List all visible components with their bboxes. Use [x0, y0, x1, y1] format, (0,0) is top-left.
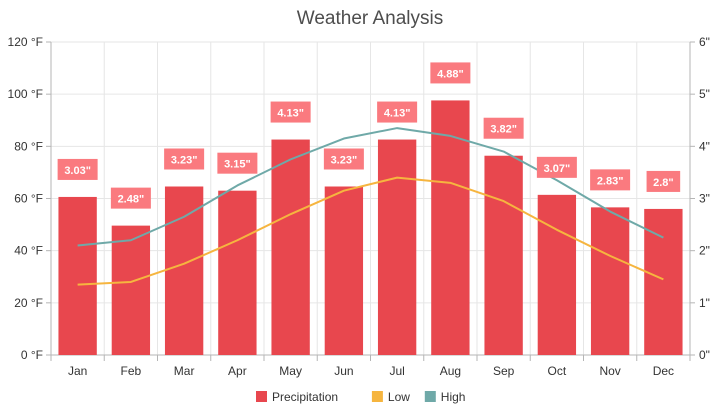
data-label-box	[430, 62, 471, 84]
y-left-tick-label: 60 °F	[14, 192, 43, 206]
y-left-tick-label: 0 °F	[21, 348, 43, 362]
gridlines	[50, 41, 691, 356]
bar-precipitation	[590, 207, 630, 355]
legend-swatch	[424, 391, 436, 402]
x-tick-label: Jun	[334, 364, 353, 378]
data-label: 2.8"	[653, 177, 674, 189]
bar-precipitation	[111, 225, 151, 355]
bar-precipitation	[324, 186, 364, 355]
data-label-box	[323, 148, 364, 170]
data-label: 4.88"	[437, 68, 464, 80]
legend-swatch	[256, 391, 267, 402]
y-left-tick-label: 100 °F	[8, 87, 43, 101]
data-label: 4.13"	[384, 108, 411, 120]
data-label: 4.13"	[277, 108, 304, 120]
data-label-box	[57, 158, 98, 180]
data-label: 2.48"	[118, 194, 145, 206]
y-right-tick-label: 4"	[699, 139, 710, 153]
y-left-tick-label: 80 °F	[14, 139, 43, 153]
bar-precipitation	[271, 139, 310, 355]
precipitation-bars	[58, 100, 683, 355]
legend-item-low[interactable]: Low	[371, 390, 410, 404]
legend[interactable]: Precipitation Low High	[256, 390, 465, 404]
x-tick-label: Aug	[440, 364, 461, 378]
x-tick-label: Nov	[599, 364, 620, 378]
bar-precipitation	[484, 155, 523, 355]
data-label-box	[217, 152, 258, 174]
data-label: 3.03"	[64, 165, 91, 177]
axes: 0 °F 20 °F 40 °F 60 °F 80 °F 100 °F 120 °F 0" 1"…	[8, 35, 710, 378]
x-tick-label: Oct	[548, 364, 567, 378]
data-label: 2.83"	[597, 175, 624, 187]
bar-precipitation	[537, 194, 577, 355]
x-tick-label: Dec	[653, 364, 674, 378]
y-right-tick-label: 0"	[699, 348, 710, 362]
data-label-box	[164, 148, 205, 170]
bar-precipitation	[164, 186, 204, 355]
temperature-lines	[77, 127, 664, 286]
data-label-box	[590, 169, 631, 191]
x-tick-label: Jan	[68, 364, 87, 378]
data-label-box	[270, 101, 311, 123]
x-tick-label: Apr	[228, 364, 247, 378]
data-label-box	[483, 117, 524, 139]
data-labels: 3.03" 2.48" 3.23" 3.15" 4.13" 3.23" 4.13" 4.88"…	[57, 62, 681, 209]
bar-precipitation	[58, 196, 97, 355]
data-label-box	[536, 156, 577, 178]
legend-label: High	[441, 390, 466, 404]
legend-label: Low	[388, 390, 410, 404]
y-right-tick-label: 1"	[699, 296, 710, 310]
data-label: 3.82"	[490, 124, 517, 136]
chart-title: Weather Analysis	[297, 8, 443, 29]
data-label-box	[110, 187, 151, 209]
line-high	[77, 127, 664, 247]
y-right-tick-label: 3"	[699, 192, 710, 206]
y-right-tick-label: 6"	[699, 35, 710, 49]
y-right-tick-label: 2"	[699, 244, 710, 258]
y-left-tick-label: 40 °F	[14, 244, 43, 258]
line-low	[77, 176, 664, 286]
bar-precipitation	[218, 190, 257, 355]
x-tick-label: Sep	[493, 364, 515, 378]
bar-precipitation	[644, 208, 683, 355]
bar-precipitation	[431, 100, 470, 355]
bar-precipitation	[377, 139, 417, 355]
y-left-tick-label: 120 °F	[8, 35, 43, 49]
legend-item-precipitation[interactable]: Precipitation	[256, 390, 338, 404]
x-tick-label: May	[279, 364, 302, 378]
y-right-tick-label: 5"	[699, 87, 710, 101]
data-label: 3.23"	[171, 155, 198, 167]
legend-label: Precipitation	[272, 390, 338, 404]
y-left-tick-label: 20 °F	[14, 296, 43, 310]
x-tick-label: Feb	[121, 364, 142, 378]
data-label: 3.07"	[544, 163, 571, 175]
data-label-box	[646, 170, 681, 192]
data-label: 3.23"	[331, 155, 358, 167]
x-tick-label: Mar	[174, 364, 195, 378]
legend-swatch	[371, 391, 383, 402]
data-label-box	[377, 101, 418, 123]
x-tick-label: Jul	[389, 364, 404, 378]
legend-item-high[interactable]: High	[424, 390, 466, 404]
data-label: 3.15"	[224, 159, 251, 171]
